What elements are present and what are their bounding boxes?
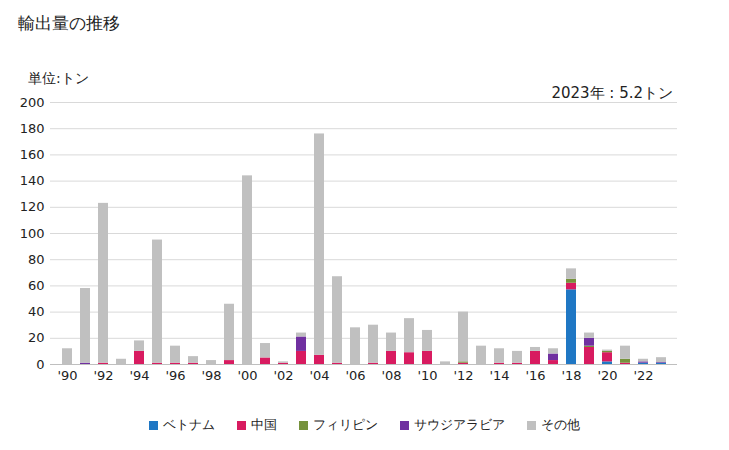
- svg-text:60: 60: [28, 278, 45, 293]
- svg-text:'20: '20: [597, 368, 617, 383]
- html-text:輸出量の推移: 輸出量の推移: [18, 13, 120, 33]
- svg-text:20: 20: [28, 330, 45, 345]
- svg-text:'12: '12: [453, 368, 473, 383]
- svg-text:140: 140: [20, 173, 45, 188]
- svg-text:'18: '18: [561, 368, 581, 383]
- svg-text:'96: '96: [165, 368, 185, 383]
- svg-text:'14: '14: [489, 368, 509, 383]
- svg-text:'94: '94: [129, 368, 149, 383]
- svg-text:80: 80: [28, 252, 45, 267]
- svg-text:'10: '10: [417, 368, 437, 383]
- svg-text:200: 200: [20, 95, 45, 110]
- svg-text:40: 40: [28, 304, 45, 319]
- svg-text:'98: '98: [201, 368, 221, 383]
- html-text:サウジアラビア: サウジアラビア: [414, 417, 505, 432]
- svg-text:'00: '00: [237, 368, 257, 383]
- svg-text:'04: '04: [309, 368, 329, 383]
- svg-text:100: 100: [20, 226, 45, 241]
- svg-text:120: 120: [20, 199, 45, 214]
- svg-text:'22: '22: [633, 368, 653, 383]
- html-text:単位:トン: 単位:トン: [28, 70, 89, 86]
- svg-text:'90: '90: [57, 368, 77, 383]
- svg-text:180: 180: [20, 121, 45, 136]
- svg-text:160: 160: [20, 147, 45, 162]
- svg-text:'92: '92: [93, 368, 113, 383]
- svg-text:'08: '08: [381, 368, 401, 383]
- svg-text:'16: '16: [525, 368, 545, 383]
- svg-text:'02: '02: [273, 368, 293, 383]
- html-text:ベトナム: ベトナム: [163, 417, 215, 432]
- html-text:その他: その他: [541, 417, 580, 432]
- html-text:2023年 : 5.2トン: 2023年 : 5.2トン: [551, 84, 673, 102]
- svg-text:'06: '06: [345, 368, 365, 383]
- html-text:フィリピン: フィリピン: [313, 417, 378, 432]
- html-text:中国: 中国: [251, 417, 277, 432]
- svg-text:0: 0: [36, 357, 44, 372]
